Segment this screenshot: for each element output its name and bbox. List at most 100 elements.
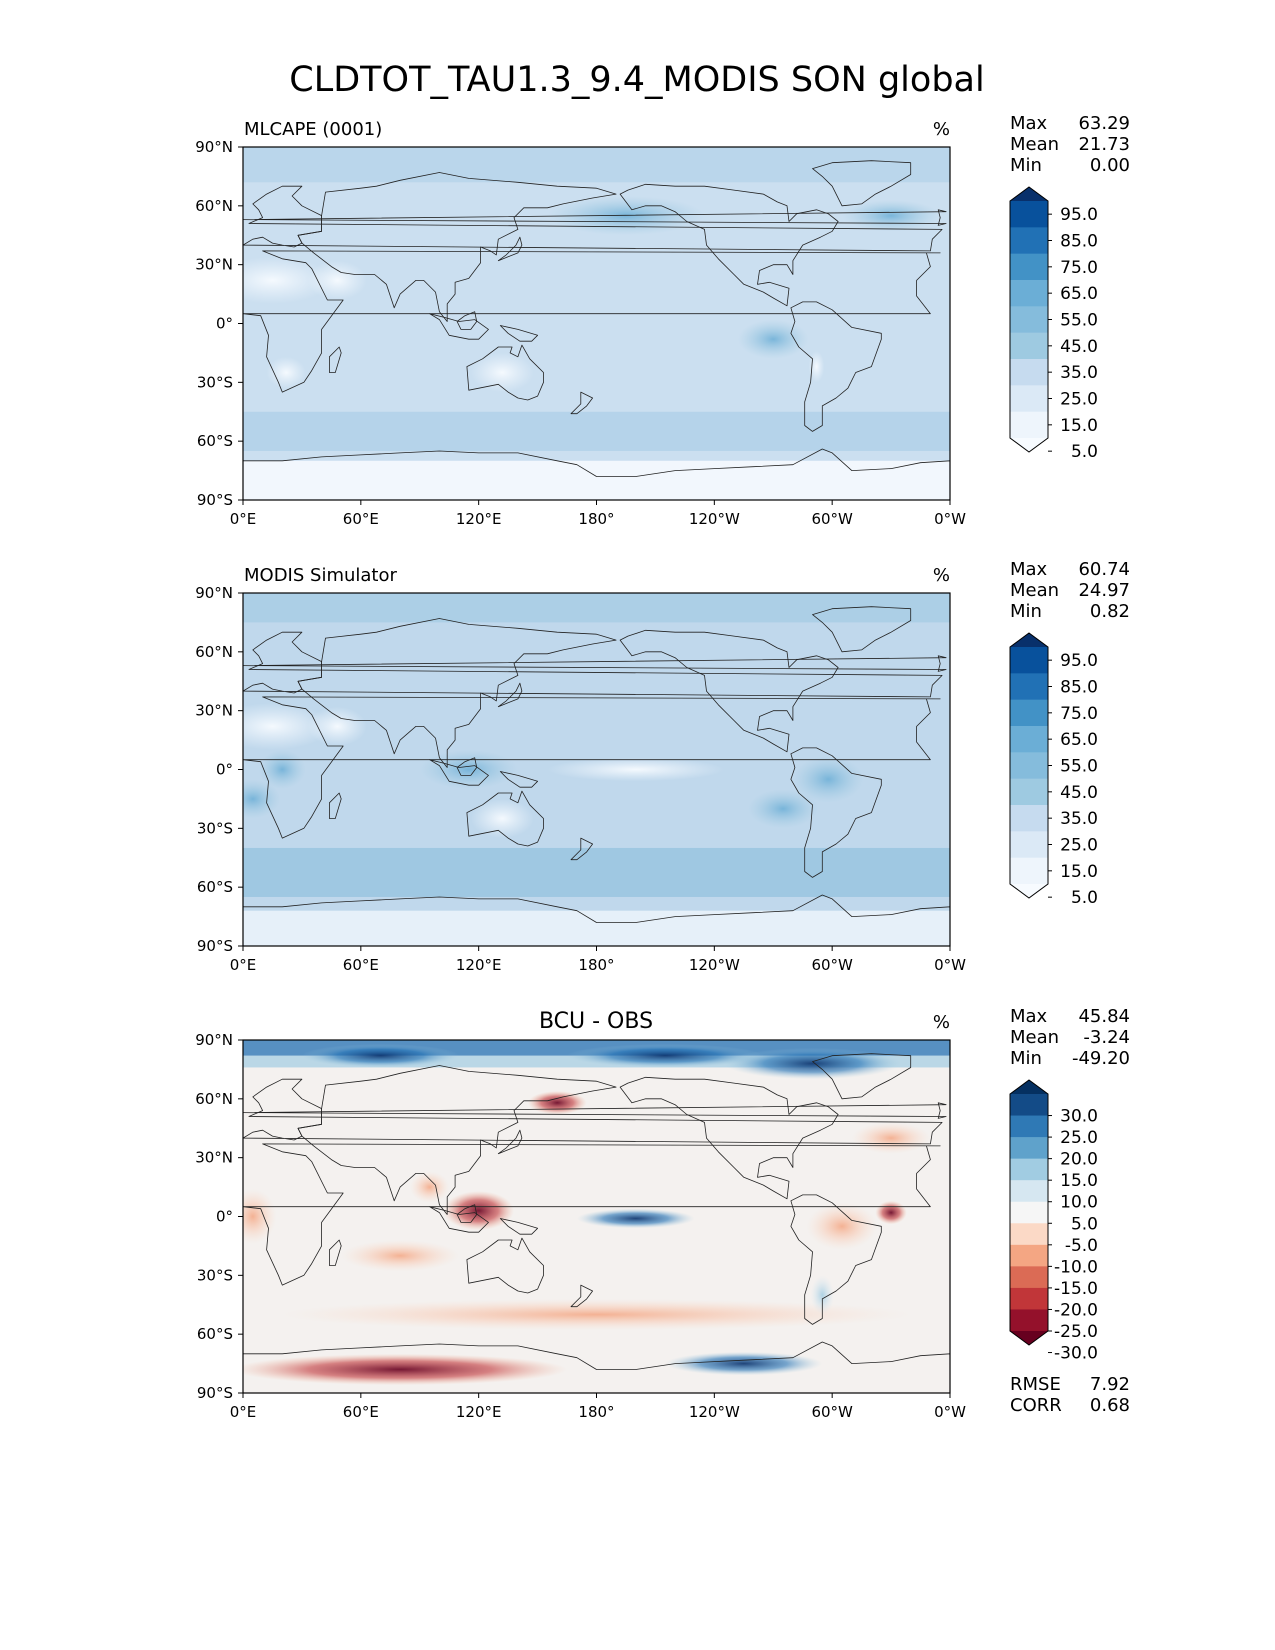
colorbar-extend-min [1010,1331,1048,1345]
colorbar-tick-label: -5.0 [1065,1236,1098,1256]
y-tick-label: 90°S [197,1384,233,1402]
field-n-atlantic-pink [851,1122,931,1154]
coastline-antarctica [243,894,950,946]
colorbar-segment [1010,1137,1048,1160]
coastline-indonesia [429,1206,489,1233]
x-tick-label: 120°W [689,510,740,528]
panel-model: MLCAPE (0001) % 90°N 60°N 30°N 0° 30°S 60°S 90°S… [195,113,1130,528]
field-brazil-negative [875,1200,907,1225]
colorbar-segment [1010,280,1048,307]
colorbar-segment [1010,699,1048,727]
panel-obs: MODIS Simulator % 90°N 60°N 30°N 0° 30°S 60°S 90… [195,559,1130,974]
stat-label-min: Min [1010,155,1042,176]
x-tick-label: 0°W [934,510,966,528]
x-tick-label: 0°E [230,1403,257,1421]
stat-value-max: 45.84 [1078,1006,1130,1027]
y-tick-label: 60°N [195,643,233,661]
field-n-pacific-positive [567,1043,764,1068]
field-eq-pacific-clear [547,757,725,782]
x-tick-label: 120°E [456,956,502,974]
field-bay-bengal-negative [409,1171,450,1203]
y-tick-label: 90°S [197,937,233,955]
colorbar-extend-min [1010,438,1048,452]
footer-stat-label-rmse: RMSE [1010,1374,1061,1395]
field-australia-clear [470,798,534,839]
coastline-borneo [456,757,478,776]
colorbar-tick-label: -10.0 [1054,1257,1098,1277]
colorbar-extend-max [1010,187,1048,201]
colorbar-segment [1010,227,1048,255]
map-plot-diff [243,1040,950,1393]
colorbar-tick-label: 75.0 [1060,704,1098,724]
panels: MLCAPE (0001) % 90°N 60°N 30°N 0° 30°S 60°S 90°S… [195,113,1130,1421]
field-w-africa-negative [243,1189,277,1244]
coastline-uk [243,209,947,226]
coastline-australia [466,790,544,847]
field-arabia-clear [307,260,367,300]
x-tick-label: 60°E [343,1403,379,1421]
stat-label-max: Max [1010,113,1048,134]
y-tick-label: 0° [216,1208,233,1226]
coastline-newguinea [499,1218,538,1235]
colorbar-tick-label: 15.0 [1060,1171,1098,1191]
colorbar-extend-min [1010,884,1048,898]
field-east-pacific-high [737,319,809,359]
x-tick-label: 60°W [811,1403,853,1421]
coastline-newguinea [499,771,538,788]
colorbar-extend-max [1010,633,1048,647]
y-tick-label: 30°S [197,373,233,391]
colorbar-segment [1010,1287,1048,1310]
field-s-america-positive [810,1275,835,1315]
colorbar-segment [1010,831,1048,859]
x-tick-label: 180° [578,956,614,974]
coastline-japan [497,1129,523,1155]
field-amazon [792,755,864,803]
map-plot-obs [243,593,950,946]
panel-units: % [933,1012,950,1033]
colorbar-obs: 95.0 85.0 75.0 65.0 55.0 45.0 35.0 25.0 15.0 5.0 [1009,632,1098,908]
field-maritime-continent [419,749,518,790]
colorbar-tick-label: 75.0 [1060,258,1098,278]
y-tick-label: 90°N [195,1031,233,1049]
colorbar-segment [1010,1158,1048,1181]
y-tick-label: 90°N [195,138,233,156]
field-weddell-positive [665,1351,823,1376]
field-canada-positive [724,1047,901,1080]
field-southern-ocean-band [243,411,950,451]
colorbar-tick-label: 30.0 [1060,1107,1098,1127]
field-amazon-negative [806,1202,878,1250]
coastline-indonesia [429,313,489,340]
stat-value-mean: 21.73 [1078,134,1130,155]
y-tick-label: 30°N [195,256,233,274]
stat-value-max: 60.74 [1078,559,1130,580]
colorbar-tick-label: -30.0 [1054,1344,1098,1364]
coastline-indonesia [429,759,489,786]
colorbar-tick-label: 10.0 [1060,1193,1098,1213]
field-s-ocean-pink [282,1298,911,1331]
colorbar-segment [1010,647,1048,674]
colorbar-segment [1010,673,1048,701]
coastline-africa_europe [243,1143,941,1286]
x-tick-label: 120°W [689,1403,740,1421]
coastline-borneo [456,311,478,330]
colorbar-segment [1010,1094,1048,1117]
colorbar-outline [1009,632,1049,899]
x-tick-label: 60°E [343,956,379,974]
panel-units: % [933,119,950,140]
coastline-uk [243,655,947,672]
colorbar-segment [1010,778,1048,806]
field-arctic-band [243,593,950,623]
colorbar-tick-label: -20.0 [1054,1300,1098,1320]
colorbar-tick-label: 55.0 [1060,757,1098,777]
y-tick-label: 0° [216,761,233,779]
colorbar-tick-label: 5.0 [1071,888,1098,908]
coastline-africa_europe [243,696,941,839]
field-indonesia-negative [443,1191,515,1231]
colorbar-segment [1010,385,1048,413]
stat-label-max: Max [1010,559,1048,580]
y-tick-label: 60°S [197,878,233,896]
colorbar-segment [1010,1266,1048,1289]
colorbar-tick-label: 35.0 [1060,809,1098,829]
colorbar-segment [1010,332,1048,360]
y-tick-label: 60°N [195,197,233,215]
